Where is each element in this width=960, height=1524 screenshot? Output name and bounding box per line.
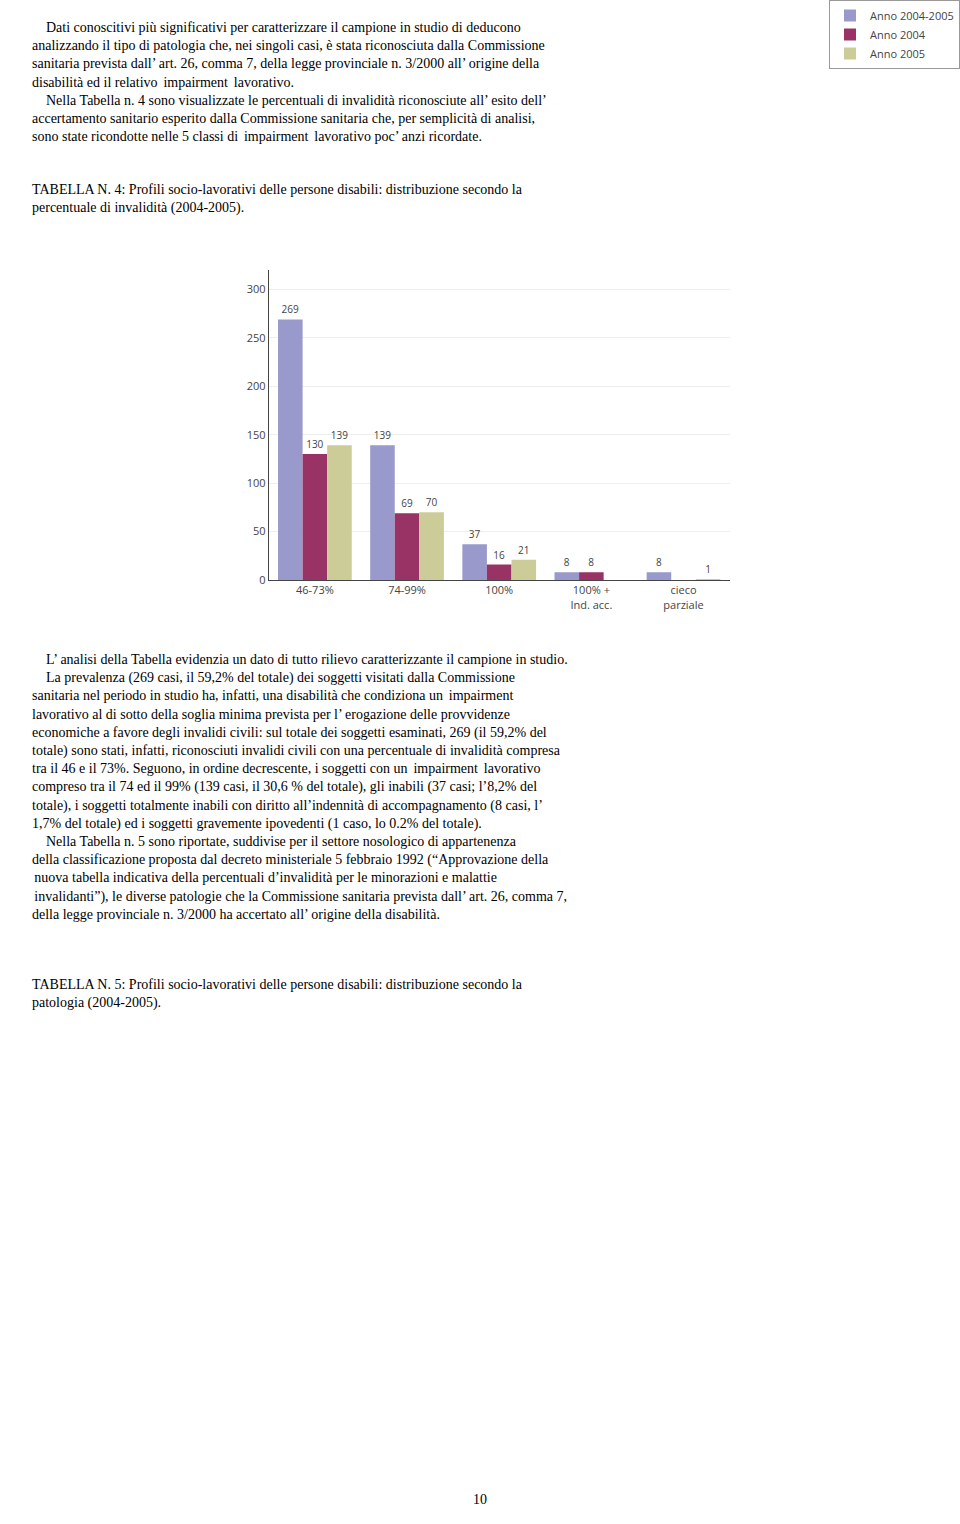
svg-text:150: 150	[247, 427, 266, 442]
svg-text:100%: 100%	[485, 582, 513, 597]
svg-text:8: 8	[656, 555, 662, 569]
svg-text:139: 139	[331, 428, 348, 442]
svg-text:74-99%: 74-99%	[388, 582, 426, 597]
svg-text:16: 16	[493, 548, 505, 562]
svg-text:100: 100	[247, 475, 266, 490]
svg-text:8: 8	[564, 555, 570, 569]
svg-text:250: 250	[247, 330, 266, 345]
svg-text:ciecoparziale: ciecoparziale	[663, 582, 703, 611]
svg-text:1: 1	[705, 562, 711, 576]
svg-text:100% +Ind. acc.: 100% +Ind. acc.	[570, 582, 612, 611]
svg-text:69: 69	[401, 496, 413, 510]
svg-text:139: 139	[374, 428, 391, 442]
svg-text:Anno 2004: Anno 2004	[870, 27, 926, 42]
svg-text:21: 21	[518, 543, 529, 557]
svg-text:200: 200	[247, 378, 266, 393]
svg-text:8: 8	[588, 555, 594, 569]
svg-text:Anno 2005: Anno 2005	[870, 46, 925, 61]
svg-text:L’ analisi della Tabella evide: L’ analisi della Tabella evidenzia un da…	[32, 652, 568, 922]
svg-text:130: 130	[306, 437, 323, 451]
svg-text:TABELLA N. 5: Profili socio-la: TABELLA N. 5: Profili socio-lavorativi d…	[32, 977, 523, 1011]
svg-text:10: 10	[473, 1492, 487, 1507]
svg-text:Anno 2004-2005: Anno 2004-2005	[870, 8, 954, 23]
svg-text:300: 300	[247, 281, 266, 296]
svg-text:46-73%: 46-73%	[296, 582, 334, 597]
svg-text:269: 269	[282, 302, 299, 316]
svg-text:TABELLA N. 4: Profili socio-la: TABELLA N. 4: Profili socio-lavorativi d…	[32, 182, 523, 216]
svg-text:37: 37	[469, 527, 481, 541]
svg-text:70: 70	[426, 495, 438, 509]
svg-text:50: 50	[253, 523, 266, 538]
svg-text:Dati conoscitivi più significa: Dati conoscitivi più significativi per c…	[32, 20, 547, 144]
svg-text:0: 0	[259, 572, 265, 587]
